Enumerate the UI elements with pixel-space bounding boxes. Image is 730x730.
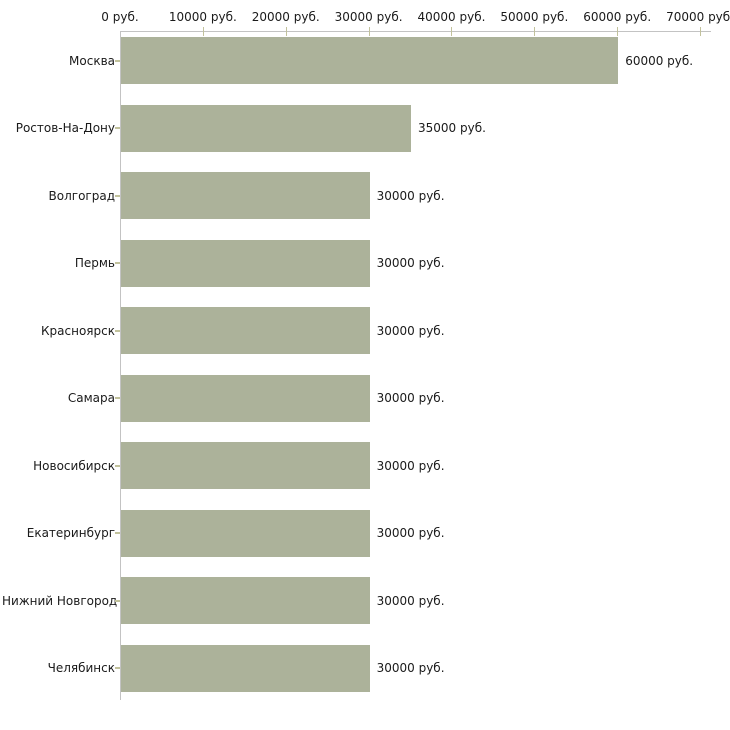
value-label: 30000 руб. [376,323,445,338]
x-tick-label: 70000 руб. [666,10,730,24]
bar [121,577,370,624]
y-tick-mark [115,194,120,197]
x-tick-label: 10000 руб. [168,10,237,24]
y-tick-mark [115,532,120,534]
bar [121,104,412,152]
x-tick-label: 20000 руб. [251,10,320,24]
plot-area: 60000 руб. 35000 руб. 30000 руб. 30000 руб.… [120,27,711,700]
bar [121,509,370,557]
category-label: Москва [69,53,115,68]
category-label: Красноярск [41,323,115,338]
x-tick-mark [368,27,370,36]
value-label: 60000 руб. [625,53,694,68]
x-tick-mark [285,27,287,36]
y-tick-mark [115,262,120,264]
category-label: Самара [67,391,115,405]
x-tick-label: 0 руб. [101,10,139,24]
x-tick-mark [617,27,619,36]
x-tick-label: 40000 руб. [417,10,486,24]
x-tick-mark [451,27,453,36]
y-tick-mark [115,329,120,332]
x-tick-label: 60000 руб. [583,10,652,24]
bar [121,374,370,422]
value-label: 30000 руб. [376,661,445,675]
bar [121,644,370,692]
x-tick-mark [700,27,702,36]
category-label: Волгоград [48,188,115,203]
category-label: Новосибирск [33,458,115,473]
value-label: 35000 руб. [418,121,486,135]
y-tick-mark [115,599,120,602]
value-label: 30000 руб. [376,256,445,270]
x-tick-label: 50000 руб. [500,10,569,24]
category-label: Ростов-На-Дону [15,121,115,135]
value-label: 30000 руб. [376,593,445,608]
x-tick-label: 30000 руб. [334,10,403,24]
bar [121,172,370,219]
y-tick-mark [115,667,120,669]
y-tick-mark [115,59,120,62]
bar [121,307,370,354]
category-label: Нижний Новгород [2,593,118,608]
y-tick-mark [115,397,120,399]
category-label: Екатеринбург [26,526,115,540]
category-label: Пермь [74,256,115,270]
bar [121,37,619,84]
y-tick-mark [115,127,120,129]
bar [121,239,370,287]
value-label: 30000 руб. [376,391,445,405]
y-tick-mark [115,464,120,467]
value-label: 30000 руб. [376,188,445,203]
category-label: Челябинск [47,661,115,675]
x-tick-mark [534,27,536,36]
value-label: 30000 руб. [376,458,445,473]
bar [121,442,370,489]
value-label: 30000 руб. [376,526,445,540]
x-tick-mark [202,27,204,36]
